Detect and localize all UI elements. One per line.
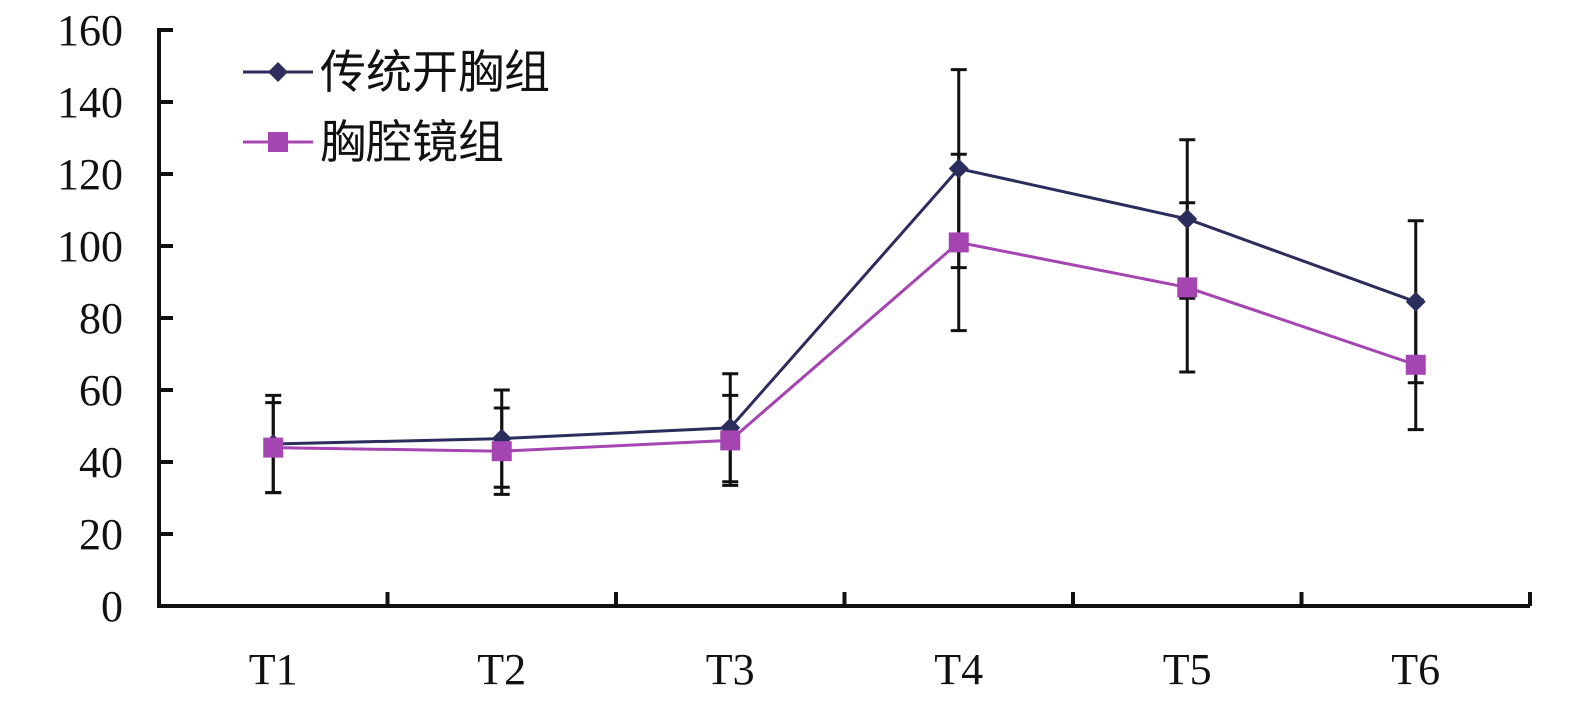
x-tick-label-t6: T6 [1391,645,1440,694]
x-tick-label-t3: T3 [706,645,755,694]
data-point-diamond [1405,291,1426,312]
y-tick-label: 140 [57,78,123,127]
series-markers [263,158,1426,462]
y-tick-label: 100 [57,222,123,271]
legend-label-1: 胸腔镜组 [320,115,504,169]
y-tick-label: 160 [57,6,123,55]
y-tick-label: 20 [79,510,123,559]
data-point-diamond [1177,209,1198,229]
y-tick-label: 0 [101,582,123,631]
series-lines [273,166,1417,453]
x-tick-label-t5: T5 [1163,645,1212,694]
y-tick-label: 120 [57,150,123,199]
data-point-square [491,441,512,462]
x-tick-label-t1: T1 [249,645,298,694]
x-tick-label-t4: T4 [934,645,983,694]
series-line-1 [273,240,1417,453]
data-point-diamond [948,158,969,179]
legend-marker-diamond [268,62,288,82]
y-tick-label: 60 [79,366,123,415]
y-tick-label: 40 [79,438,123,487]
data-point-square [1177,277,1198,298]
data-point-square [1405,354,1426,375]
y-tick-label: 80 [79,294,123,343]
series-line-0 [273,166,1417,446]
data-point-square [720,430,741,451]
axes: 0 20 40 60 80 100 120 140 160 T1 T2 T3 T4 T5 T6 [57,6,1532,694]
data-point-square [263,437,284,458]
legend-label-0: 传统开胸组 [320,45,550,99]
x-tick-label-t2: T2 [477,645,526,694]
data-point-square [948,232,969,253]
legend-marker-square [268,132,288,152]
